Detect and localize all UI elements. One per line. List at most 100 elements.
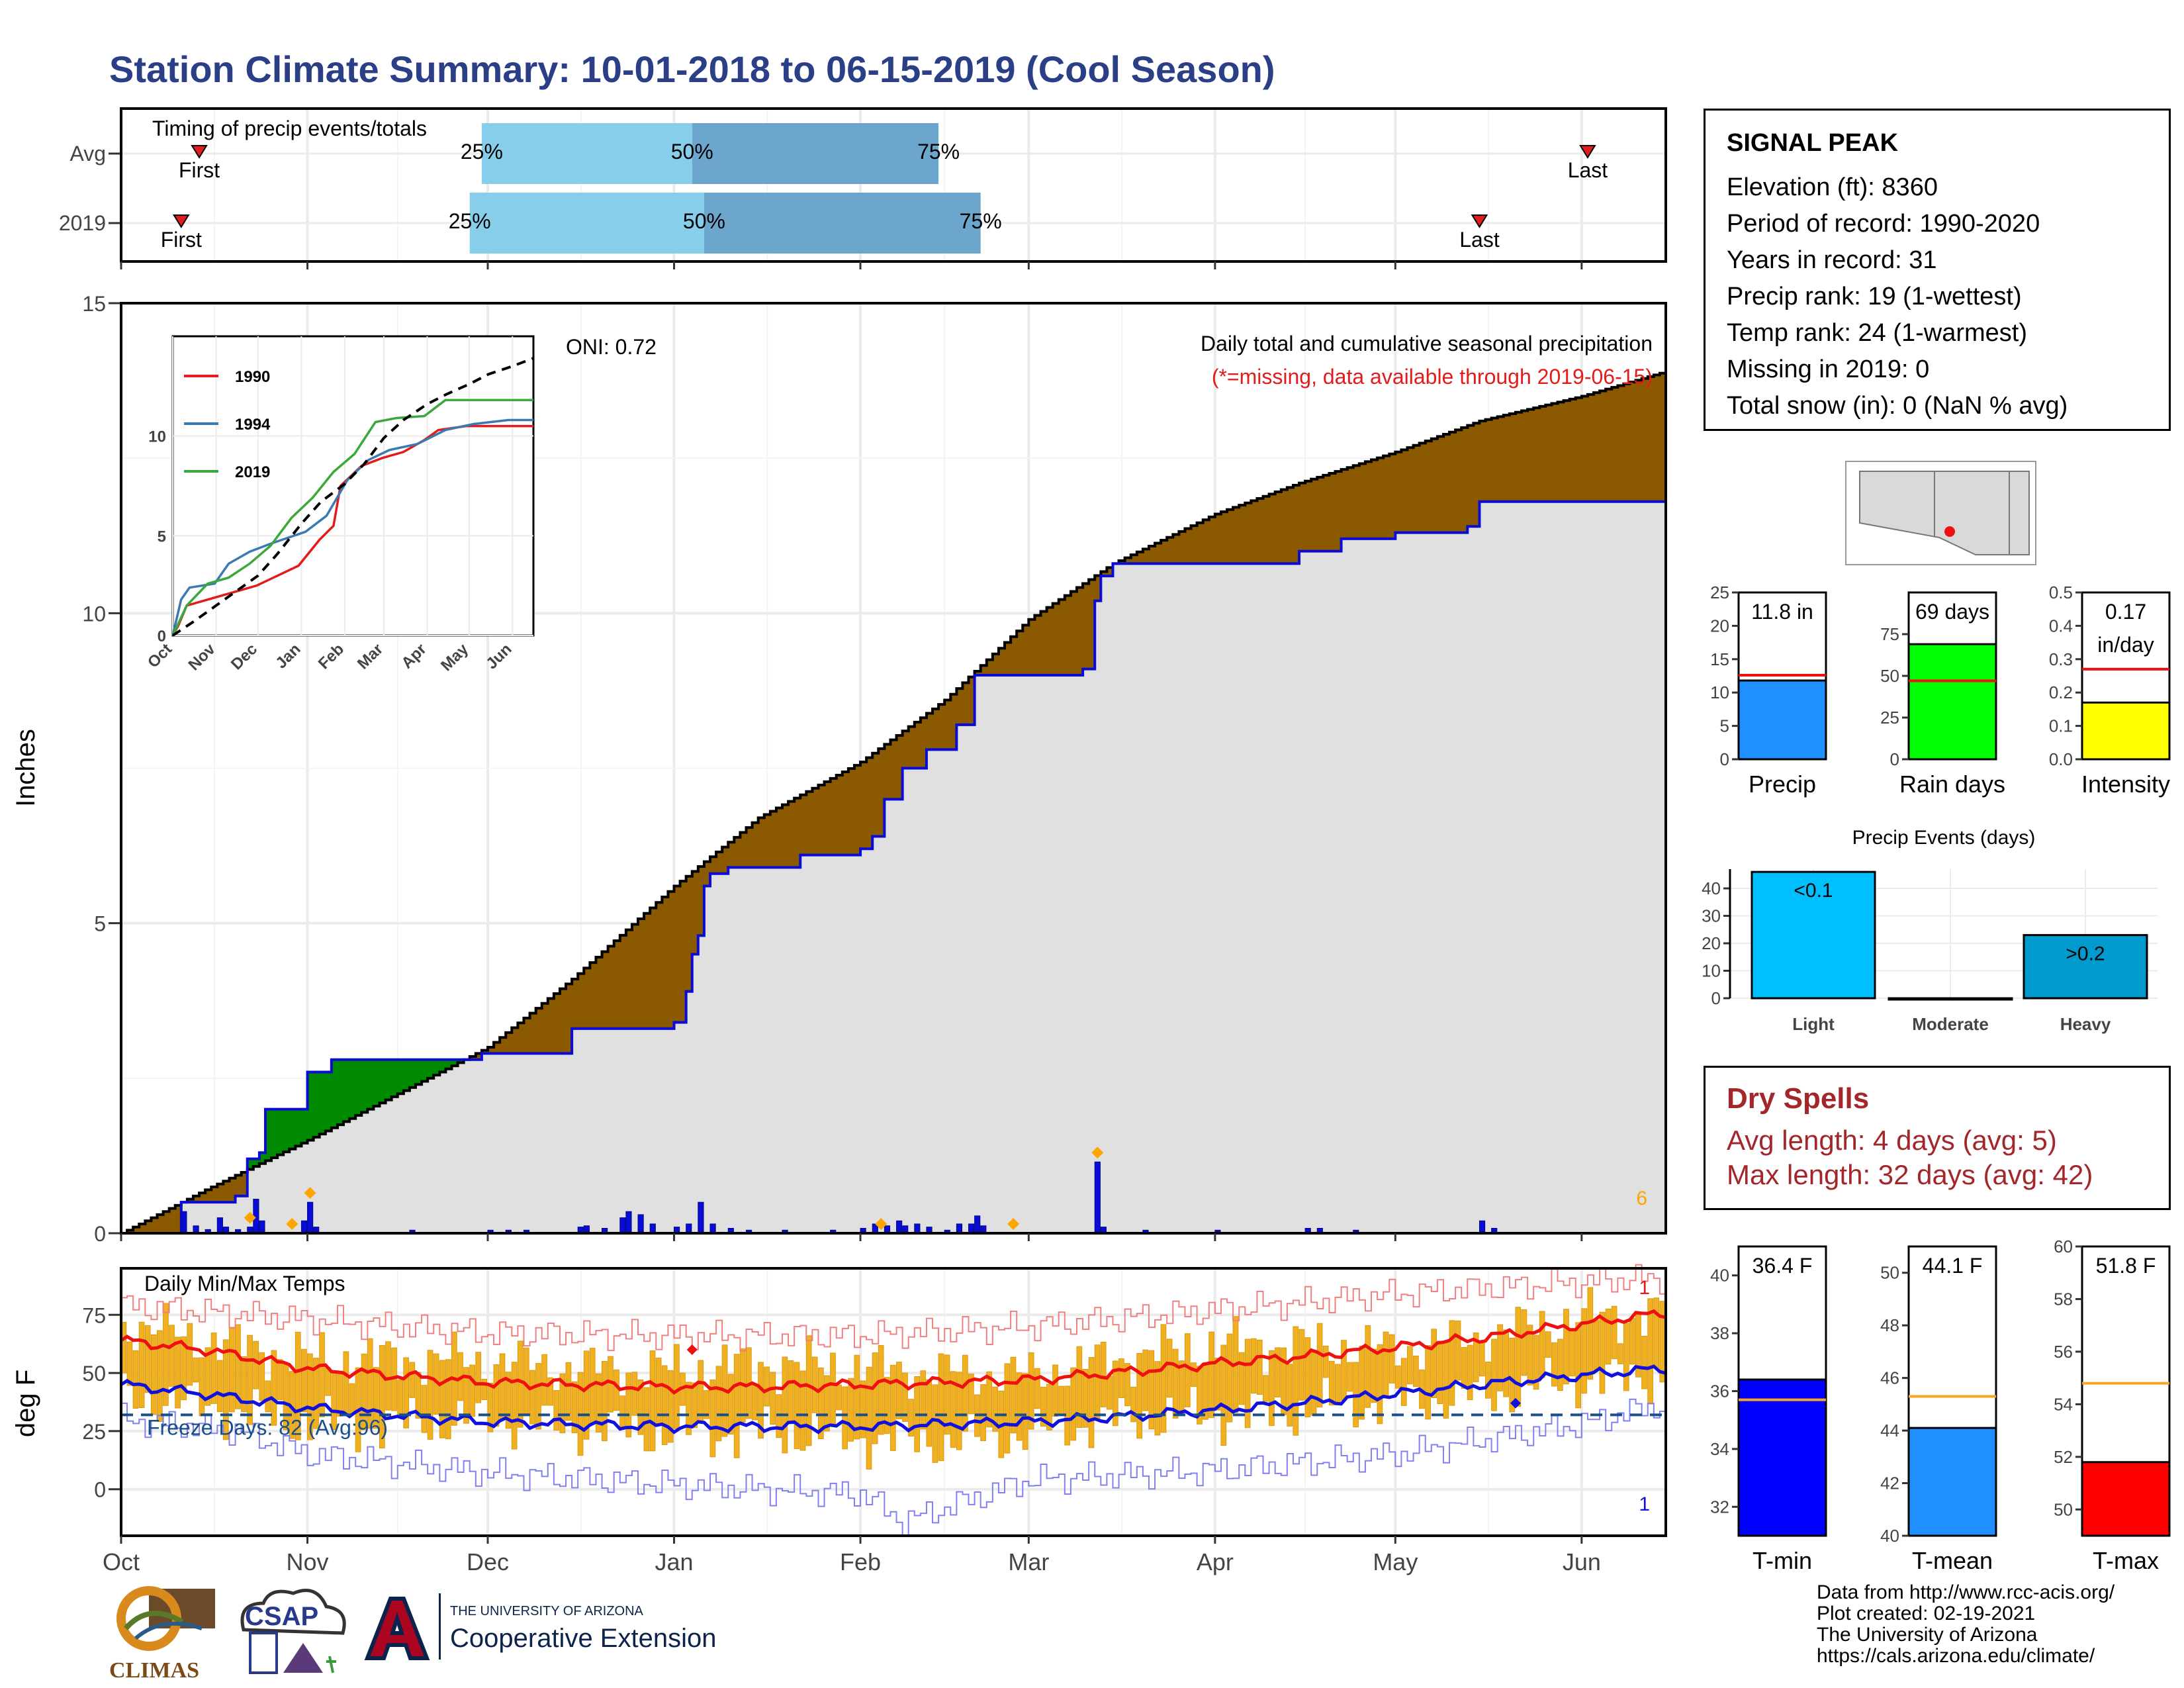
inset-ytick-label-2: 10: [148, 428, 166, 446]
totals-intensity-ytick-label-0: 0.0: [2049, 749, 2073, 769]
inset-series-avg: [171, 357, 534, 637]
tsum-t-max-ytick-label-0: 50: [2054, 1499, 2073, 1519]
totals-intensity-unit-label: in/day: [2097, 633, 2154, 657]
precip-avg-cumulative-line: [121, 371, 1667, 1235]
totals-rain-days-ytick-label-1: 25: [1880, 708, 1899, 727]
temps-freeze-label: Freeze Days: 82 (Avg:96): [147, 1415, 388, 1439]
station-temp-rank: Temp rank: 24 (1-warmest): [1727, 319, 2028, 347]
station-period: Period of record: 1990-2020: [1727, 210, 2040, 238]
map-station-marker: [1944, 526, 1955, 537]
precip-daily-bar: [637, 1214, 644, 1234]
month-label-Oct: Oct: [103, 1548, 140, 1575]
dry-spells-box: Dry Spells Avg length: 4 days (avg: 5) M…: [1704, 1066, 2171, 1210]
events-bar-light: [1751, 870, 1876, 1000]
temps-min-count: 1: [1639, 1493, 1650, 1515]
precip-frame: [120, 302, 1667, 1235]
timing-first-marker-2019: [173, 214, 190, 228]
events-category-label-moderate: Moderate: [1912, 1014, 1989, 1034]
precip-subtitle: (*=missing, data available through 2019-…: [1212, 365, 1653, 389]
tsum-t-mean-ytick-label-0: 40: [1880, 1526, 1899, 1546]
events-category-label-heavy: Heavy: [2060, 1014, 2111, 1034]
precip-deficit-area: [127, 373, 1666, 1234]
dry-spells-max: Max length: 32 days (avg: 42): [1727, 1159, 2093, 1190]
precip-daily-bar: [307, 1201, 314, 1234]
precip-daily-bar: [300, 1220, 308, 1234]
precip-daily-bar: [709, 1223, 716, 1234]
climas-logo: CLIMAS: [109, 1582, 222, 1683]
timing-last-marker-2019: [1471, 214, 1488, 228]
events-ytick-label-3: 30: [1702, 906, 1721, 926]
timing-row-label-Avg: Avg: [69, 142, 106, 165]
totals-intensity-ytick-label-4: 0.4: [2049, 616, 2073, 635]
precip-daily-bar: [698, 1201, 704, 1234]
credit-university: The University of Arizona: [1817, 1624, 2038, 1646]
ua-big-text: Cooperative Extension: [450, 1624, 717, 1653]
tsum-t-min-bar: [1737, 1378, 1827, 1537]
timing-first-label-Avg: First: [179, 158, 220, 182]
timing-q50-label-Avg: 50%: [671, 140, 713, 164]
totals-precip-ytick-label-3: 15: [1710, 649, 1729, 669]
precip-daily-bar: [914, 1223, 921, 1234]
precip-daily-bar: [968, 1223, 975, 1234]
month-label-Dec: Dec: [467, 1548, 509, 1575]
totals-precip-ytick-label-0: 0: [1720, 749, 1729, 769]
totals-rain-days-category-label: Rain days: [1899, 771, 2005, 798]
station-precip-rank: Precip rank: 19 (1-wettest): [1727, 283, 2022, 310]
precip-ylabel: Inches: [11, 729, 40, 807]
temps-ylabel: deg F: [11, 1370, 40, 1437]
tsum-t-mean-ytick-label-5: 50: [1880, 1263, 1899, 1283]
tsum-t-mean-category-label: T-mean: [1912, 1547, 1993, 1574]
timing-q75-label-2019: 75%: [960, 209, 1002, 233]
temps-ytick-label-1: 25: [82, 1420, 106, 1444]
timing-last-marker-Avg: [1579, 145, 1596, 159]
tsum-t-min-ytick-label-0: 32: [1710, 1497, 1729, 1517]
precip-snow-marker: [1091, 1147, 1104, 1159]
timing-bar-q50-q75-2019: [704, 193, 981, 254]
location-map: [1845, 461, 2036, 565]
credit-url: https://cals.arizona.edu/climate/: [1817, 1645, 2095, 1667]
map-state-area: [1859, 471, 2030, 555]
month-label-Jan: Jan: [655, 1548, 693, 1575]
totals-rain-days-ytick-label-3: 75: [1880, 624, 1899, 644]
precip-daily-bar: [259, 1220, 265, 1234]
precip-daily-bar: [181, 1211, 187, 1234]
tsum-t-min-category-label: T-min: [1752, 1547, 1812, 1574]
totals-intensity-ytick-label-2: 0.2: [2049, 682, 2073, 702]
tsum-t-mean-ytick-label-1: 42: [1880, 1474, 1899, 1493]
precip-daily-bar: [686, 1223, 692, 1234]
precip-oni-label: ONI: 0.72: [566, 335, 657, 359]
timing-last-label-Avg: Last: [1568, 158, 1608, 182]
dry-spells-title: Dry Spells: [1727, 1082, 1870, 1115]
climas-emblem-icon: [116, 1586, 215, 1651]
tsum-t-mean-ytick-label-4: 48: [1880, 1315, 1899, 1335]
totals-precip-category-label: Precip: [1749, 771, 1816, 798]
tsum-t-max-bar: [2081, 1461, 2171, 1537]
events-bar-label-heavy: >0.2: [2066, 943, 2105, 965]
totals-rain-days-ytick-label-2: 50: [1880, 666, 1899, 686]
precip-daily-bar: [896, 1220, 903, 1234]
inset-legend-label-1990: 1990: [235, 368, 270, 386]
temps-avg-max-line: [120, 1309, 1666, 1395]
temps-ytick-label-0: 0: [94, 1478, 106, 1502]
temps-title: Daily Min/Max Temps: [144, 1272, 345, 1295]
totals-rain-days-bar: [1907, 643, 1997, 761]
totals-precip-bar: [1737, 679, 1827, 761]
temp-summary-chart: 36.4 F 32 34 36 38 40 T-min 44.1 F 40 42 44 46 48 50 T…: [1710, 1237, 2171, 1574]
inset-legend-label-2019: 2019: [235, 463, 270, 481]
timing-frame: [120, 107, 1667, 263]
csap-cloud-icon: [240, 1589, 346, 1674]
temps-frame: [120, 1267, 1667, 1537]
month-label-Feb: Feb: [840, 1548, 881, 1575]
precip-events-chart: 0 10 20 30 40 <0.1 Light Moderate >0.2 Heavy Preci…: [1702, 827, 2158, 1034]
station-elevation: Elevation (ft): 8360: [1727, 173, 1938, 201]
timing-chart: Timing of precip events/totals 25% 50% 75% F…: [59, 107, 1667, 269]
timing-q50-label-2019: 50%: [683, 209, 725, 233]
temps-avg-min-line: [120, 1364, 1666, 1434]
precip-daily-bar: [956, 1223, 963, 1234]
timing-last-label-2019: Last: [1459, 228, 1500, 252]
events-bar-label-light: <0.1: [1794, 880, 1833, 902]
timing-bar-q25-q50-2019: [469, 193, 704, 254]
timing-q25-label-2019: 25%: [449, 209, 491, 233]
inset-ytick-label-0: 0: [158, 628, 166, 645]
ua-extension-logo: THE UNIVERSITY OF ARIZONA Cooperative Ex…: [361, 1592, 758, 1665]
